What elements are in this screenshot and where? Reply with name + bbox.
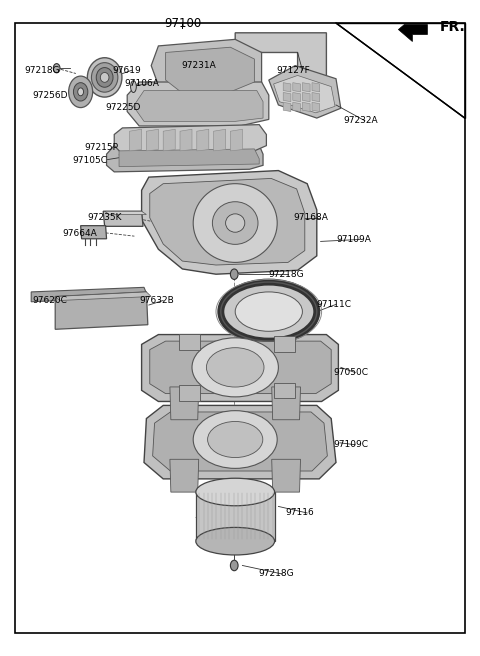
Ellipse shape bbox=[131, 81, 136, 92]
Polygon shape bbox=[107, 143, 263, 172]
Polygon shape bbox=[130, 129, 142, 151]
Polygon shape bbox=[180, 129, 192, 151]
Polygon shape bbox=[272, 459, 300, 492]
Polygon shape bbox=[293, 83, 300, 92]
Ellipse shape bbox=[73, 83, 88, 101]
Polygon shape bbox=[235, 33, 326, 85]
Polygon shape bbox=[179, 385, 200, 401]
Ellipse shape bbox=[207, 421, 263, 458]
Polygon shape bbox=[166, 47, 254, 93]
Polygon shape bbox=[336, 23, 465, 118]
Text: 97109C: 97109C bbox=[334, 440, 369, 449]
Text: 97235K: 97235K bbox=[87, 213, 122, 222]
Text: FR.: FR. bbox=[440, 20, 466, 33]
Ellipse shape bbox=[221, 282, 317, 341]
Polygon shape bbox=[81, 226, 107, 239]
Ellipse shape bbox=[193, 411, 277, 468]
Polygon shape bbox=[142, 171, 317, 274]
Text: 97100: 97100 bbox=[164, 17, 201, 30]
Polygon shape bbox=[150, 178, 305, 265]
Polygon shape bbox=[55, 292, 148, 329]
Polygon shape bbox=[179, 334, 200, 350]
Ellipse shape bbox=[235, 292, 302, 331]
Polygon shape bbox=[398, 24, 427, 41]
Polygon shape bbox=[151, 39, 262, 102]
Ellipse shape bbox=[192, 338, 278, 397]
Ellipse shape bbox=[193, 184, 277, 262]
Polygon shape bbox=[312, 92, 320, 102]
Ellipse shape bbox=[78, 88, 84, 96]
Polygon shape bbox=[170, 459, 199, 492]
Polygon shape bbox=[274, 382, 295, 398]
Polygon shape bbox=[230, 129, 242, 151]
Ellipse shape bbox=[100, 73, 109, 82]
Text: 97218G: 97218G bbox=[258, 569, 294, 579]
Text: 97664A: 97664A bbox=[62, 229, 97, 238]
Polygon shape bbox=[150, 341, 331, 394]
Polygon shape bbox=[146, 129, 158, 151]
Text: 97050C: 97050C bbox=[334, 368, 369, 377]
Polygon shape bbox=[197, 129, 209, 151]
Polygon shape bbox=[214, 129, 226, 151]
Polygon shape bbox=[55, 292, 151, 300]
Text: 97218G: 97218G bbox=[24, 66, 60, 75]
Polygon shape bbox=[103, 211, 143, 226]
Ellipse shape bbox=[230, 560, 238, 571]
Text: 97218G: 97218G bbox=[269, 270, 304, 279]
Polygon shape bbox=[170, 387, 199, 420]
Polygon shape bbox=[269, 66, 341, 118]
Ellipse shape bbox=[69, 76, 93, 108]
Text: 97168A: 97168A bbox=[294, 213, 329, 222]
Text: 97111C: 97111C bbox=[317, 300, 352, 309]
Text: 97619: 97619 bbox=[113, 66, 142, 75]
Polygon shape bbox=[153, 412, 327, 471]
Text: 97116: 97116 bbox=[286, 508, 314, 518]
Polygon shape bbox=[163, 129, 175, 151]
Text: 97232A: 97232A bbox=[343, 116, 378, 125]
Polygon shape bbox=[144, 405, 336, 479]
Ellipse shape bbox=[96, 68, 113, 87]
Text: 97225D: 97225D bbox=[106, 103, 141, 112]
Polygon shape bbox=[312, 102, 320, 112]
Text: 97127F: 97127F bbox=[276, 66, 310, 75]
Ellipse shape bbox=[53, 64, 60, 73]
Polygon shape bbox=[302, 102, 310, 112]
Ellipse shape bbox=[212, 201, 258, 244]
Ellipse shape bbox=[91, 63, 118, 92]
Polygon shape bbox=[31, 287, 148, 302]
Text: 97620C: 97620C bbox=[33, 296, 68, 305]
Polygon shape bbox=[133, 91, 263, 121]
Ellipse shape bbox=[196, 527, 275, 555]
Polygon shape bbox=[293, 102, 300, 112]
Text: 97632B: 97632B bbox=[139, 296, 174, 305]
Polygon shape bbox=[283, 83, 291, 92]
Polygon shape bbox=[293, 92, 300, 102]
Polygon shape bbox=[274, 337, 295, 352]
Polygon shape bbox=[312, 83, 320, 92]
Polygon shape bbox=[119, 149, 259, 167]
Ellipse shape bbox=[87, 58, 122, 97]
Polygon shape bbox=[274, 75, 335, 113]
Text: 97231A: 97231A bbox=[181, 61, 216, 70]
Ellipse shape bbox=[196, 478, 275, 506]
Polygon shape bbox=[105, 211, 146, 215]
Text: 97215P: 97215P bbox=[84, 143, 118, 152]
Ellipse shape bbox=[230, 269, 238, 279]
Ellipse shape bbox=[226, 214, 245, 232]
Ellipse shape bbox=[206, 348, 264, 387]
Polygon shape bbox=[127, 82, 269, 126]
Text: 97105C: 97105C bbox=[72, 155, 107, 165]
Text: 97109A: 97109A bbox=[336, 235, 371, 244]
Text: 97106A: 97106A bbox=[125, 79, 160, 89]
Polygon shape bbox=[302, 83, 310, 92]
Polygon shape bbox=[142, 335, 338, 401]
Polygon shape bbox=[272, 387, 300, 420]
Polygon shape bbox=[196, 492, 275, 541]
Text: 97256D: 97256D bbox=[33, 91, 68, 100]
Polygon shape bbox=[302, 92, 310, 102]
Polygon shape bbox=[283, 102, 291, 112]
Polygon shape bbox=[114, 125, 266, 154]
Polygon shape bbox=[283, 92, 291, 102]
